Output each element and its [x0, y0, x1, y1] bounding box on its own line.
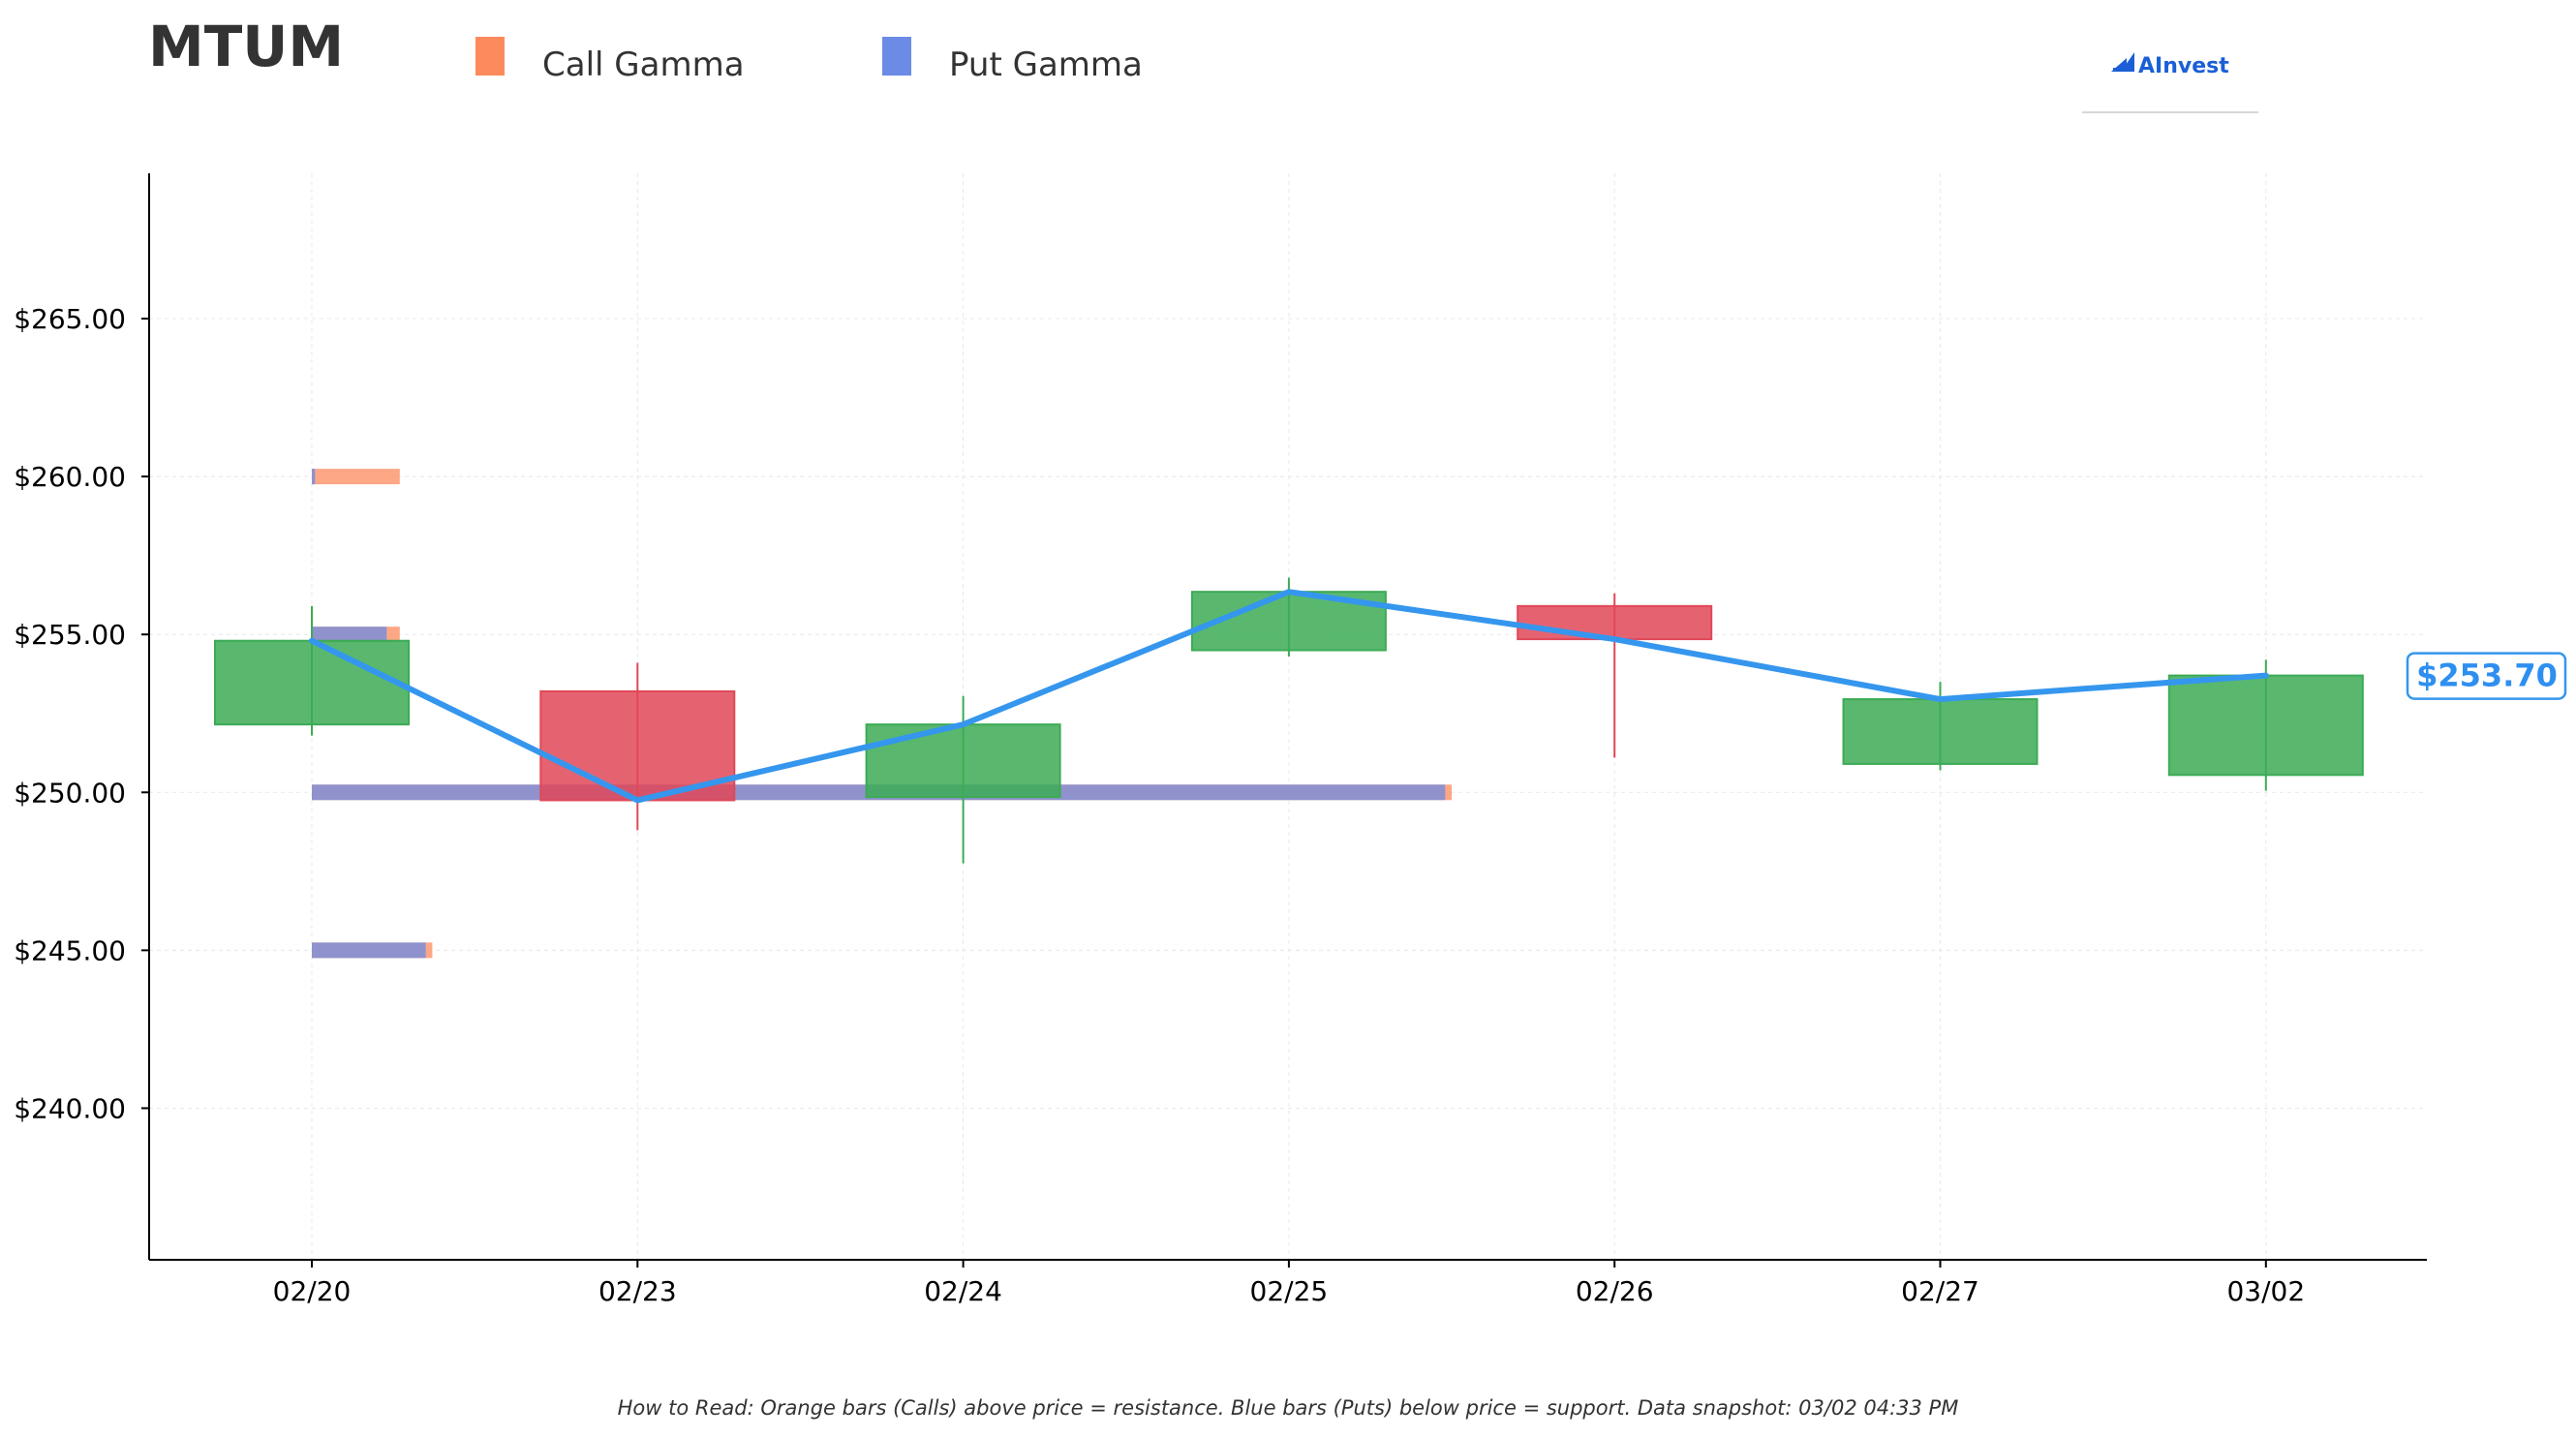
y-tick-label: $240.00 — [14, 1092, 126, 1124]
y-tick-label: $265.00 — [14, 303, 126, 335]
x-tick-label: 02/20 — [273, 1275, 352, 1307]
call-gamma-legend-label: Call Gamma — [542, 46, 745, 84]
price-tag-box — [2406, 652, 2567, 700]
candle-body — [865, 723, 1061, 799]
x-tick-label: 02/27 — [1901, 1275, 1979, 1307]
price-line — [309, 589, 2269, 804]
price-tag-label: $253.70 — [2416, 657, 2558, 694]
price-line-path — [309, 589, 2269, 804]
put-gamma-bar — [312, 942, 426, 959]
x-tick-label: 02/26 — [1576, 1275, 1654, 1307]
aivest-logo-text: AInvest — [2138, 54, 2229, 78]
axes — [141, 173, 2427, 1268]
candlesticks — [214, 577, 2364, 864]
x-tick-label: 02/23 — [598, 1275, 677, 1307]
put-gamma-legend-swatch — [882, 37, 911, 76]
candle-body — [1517, 604, 1713, 641]
y-tick-label: $245.00 — [14, 934, 126, 966]
call-gamma-bar — [312, 469, 400, 485]
candle-body — [1842, 698, 2039, 765]
call-gamma-legend-swatch — [475, 37, 505, 76]
x-tick-label: 03/02 — [2226, 1275, 2305, 1307]
aivest-logo: AInvest — [2082, 52, 2258, 113]
y-tick-label: $250.00 — [14, 777, 126, 809]
put-gamma-legend-label: Put Gamma — [949, 46, 1143, 84]
candle-body — [214, 639, 410, 726]
put-gamma-bar — [312, 469, 316, 485]
x-tick-label: 02/24 — [924, 1275, 1002, 1307]
footnote: How to Read: Orange bars (Calls) above p… — [618, 1396, 1959, 1420]
put-gamma-bar — [312, 627, 387, 643]
grid — [149, 173, 2427, 1260]
candle-body — [2167, 674, 2364, 777]
current-price-tag: $253.70 — [2406, 652, 2567, 700]
y-tick-label: $260.00 — [14, 461, 126, 493]
tick-labels: $240.00 $245.00 $250.00 $255.00 $260.00 $265.… — [14, 303, 2305, 1307]
gamma-bars — [312, 469, 1453, 959]
ticker-title: MTUM — [148, 14, 344, 79]
aivest-logo-icon — [2111, 52, 2134, 72]
x-tick-label: 02/25 — [1250, 1275, 1329, 1307]
y-tick-label: $255.00 — [14, 619, 126, 651]
